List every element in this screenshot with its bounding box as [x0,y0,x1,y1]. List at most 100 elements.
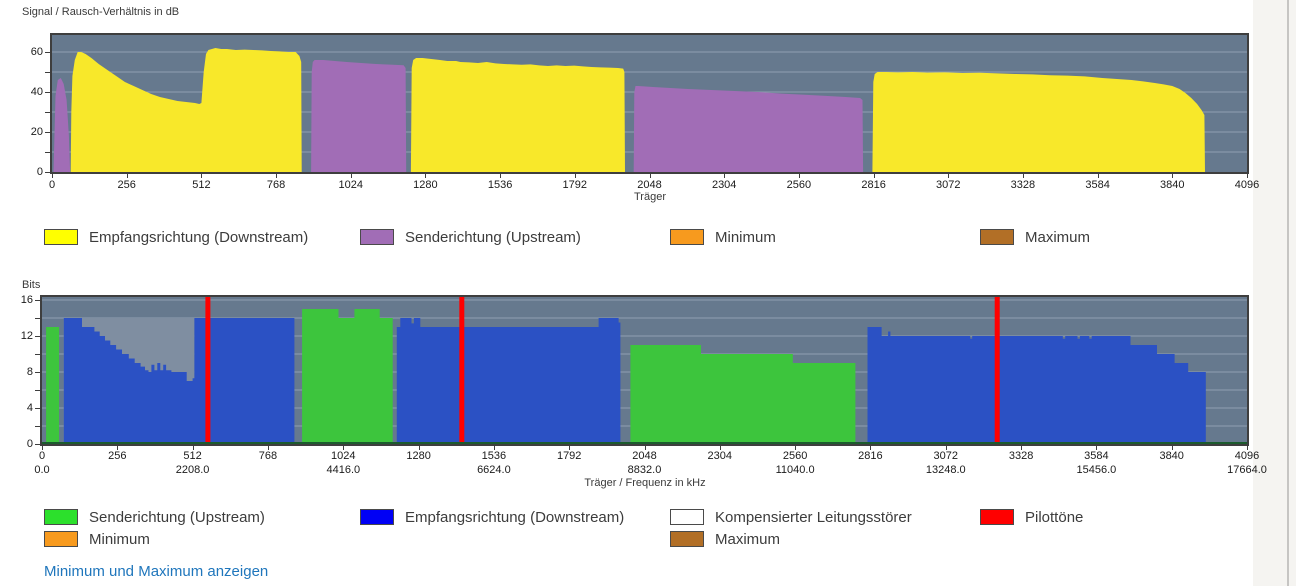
x-tick-label: 2816 [858,450,883,462]
x-tick-mark [52,174,53,178]
x-tick-label: 512 [192,179,211,191]
x-tick-label: 4096 [1234,450,1260,462]
x-tick-label: 2048 [637,179,662,191]
y-tick-mark [45,172,50,173]
upstream-bits-band-2 [630,345,856,444]
x-tick-label: 3584 [1084,450,1109,462]
x-tick-label: 4096 [1234,179,1260,191]
legend-item-maximum: Maximum [980,227,1090,247]
x-tick-frequency-label: 4416.0 [326,464,361,476]
legend-item-kompensierter-leitungsstoerer: Kompensierter Leitungsstörer [670,507,912,527]
x-tick-mark [948,174,950,178]
y-tick-label: 20 [30,126,43,138]
x-tick-mark [493,446,495,450]
bits-chart-title: Bits [22,279,41,291]
downstream-band-1 [70,48,302,172]
x-tick-label: 3328 [1008,450,1034,462]
x-tick-mark [192,446,194,450]
legend-label: Pilottöne [1025,508,1084,526]
legend-label: Minimum [715,228,776,246]
x-tick-mark [350,174,352,178]
upstream-bits-band-1 [302,309,393,444]
snr-chart-title: Signal / Rausch-Verhältnis in dB [22,6,180,18]
pilot-tones [205,297,211,444]
y-tick-mark [35,426,40,427]
y-tick-mark [45,52,50,53]
x-tick-mark [1171,446,1173,450]
x-tick-label: 256 [117,179,136,191]
show-min-max-link[interactable]: Minimum und Maximum anzeigen [44,563,269,580]
y-tick-mark [45,112,50,113]
x-tick-frequency-label: 0.0 [34,464,50,476]
x-tick-label: 1280 [413,179,438,191]
upstream-band-2 [633,86,864,172]
y-tick-mark [35,300,40,301]
x-tick-label: 1024 [331,450,356,462]
x-tick-mark [500,174,502,178]
bits-x-axis-title: Träger / Frequenz in kHz [584,477,706,489]
x-tick-label: 1792 [556,450,582,462]
x-tick-mark [569,446,571,450]
x-tick-label: 768 [266,179,286,191]
downstream-bits-band-1 [63,318,295,444]
x-tick-mark [1097,174,1099,178]
y-tick-label: 0 [36,166,43,178]
bits-chart [40,295,1249,446]
x-tick-mark [343,446,345,450]
x-tick-mark [276,174,278,178]
carrier-baseline [42,442,1247,444]
x-tick-label: 1536 [487,179,513,191]
legend-label: Maximum [1025,228,1091,246]
y-tick-mark [35,354,40,355]
downstream-bits-band-3 [867,327,1206,444]
x-tick-mark [1022,174,1024,178]
x-tick-label: 3328 [1010,179,1036,191]
x-tick-mark [649,174,651,178]
legend-item-empfangsrichtung-downstream: Empfangsrichtung (Downstream) [44,227,308,247]
y-tick-label: 60 [30,46,43,58]
empfangsrichtung-downstream-swatch [44,229,78,245]
x-tick-frequency-label: 8832.0 [627,464,662,476]
x-tick-label: 2304 [711,179,737,191]
x-tick-frequency-label: 11040.0 [775,464,815,476]
maximum-swatch [980,229,1014,245]
y-tick-label: 4 [26,402,33,414]
legend-item-empfangsrichtung-downstream: Empfangsrichtung (Downstream) [360,507,624,527]
pilot-tones [459,297,465,444]
y-tick-label: 8 [26,366,33,378]
x-tick-mark [1247,446,1248,450]
x-tick-label: 2304 [707,450,733,462]
x-tick-label: 2560 [782,450,808,462]
y-tick-mark [45,72,50,73]
x-tick-mark [798,174,800,178]
x-tick-label: 2560 [786,179,812,191]
legend-label: Empfangsrichtung (Downstream) [405,508,625,526]
x-tick-label: 1024 [338,179,364,191]
scrollbar-border-line [1287,0,1289,586]
y-tick-mark [45,152,50,153]
y-tick-label: 0 [26,438,33,450]
x-tick-label: 256 [108,450,127,462]
x-tick-mark [724,174,726,178]
legend-label: Senderichtung (Upstream) [89,508,265,526]
x-tick-frequency-label: 13248.0 [925,464,966,476]
x-tick-mark [574,174,576,178]
x-tick-mark [644,446,646,450]
upstream-bits-spike [46,327,60,444]
plot-bits-svg [42,297,1247,444]
x-tick-label: 3840 [1159,450,1184,462]
y-tick-mark [35,390,40,391]
y-tick-label: 40 [30,86,43,98]
x-tick-label: 3840 [1160,179,1185,191]
x-tick-mark [795,446,797,450]
minimum-swatch [670,229,704,245]
x-tick-mark [719,446,721,450]
x-tick-mark [425,174,427,178]
x-tick-mark [267,446,269,450]
x-tick-mark [1247,174,1248,178]
legend-item-senderichtung-upstream: Senderichtung (Upstream) [44,507,265,527]
x-tick-label: 768 [258,450,278,462]
scrollbar-track[interactable] [1253,0,1296,586]
downstream-band-3 [872,72,1205,172]
x-tick-label: 2816 [861,179,886,191]
